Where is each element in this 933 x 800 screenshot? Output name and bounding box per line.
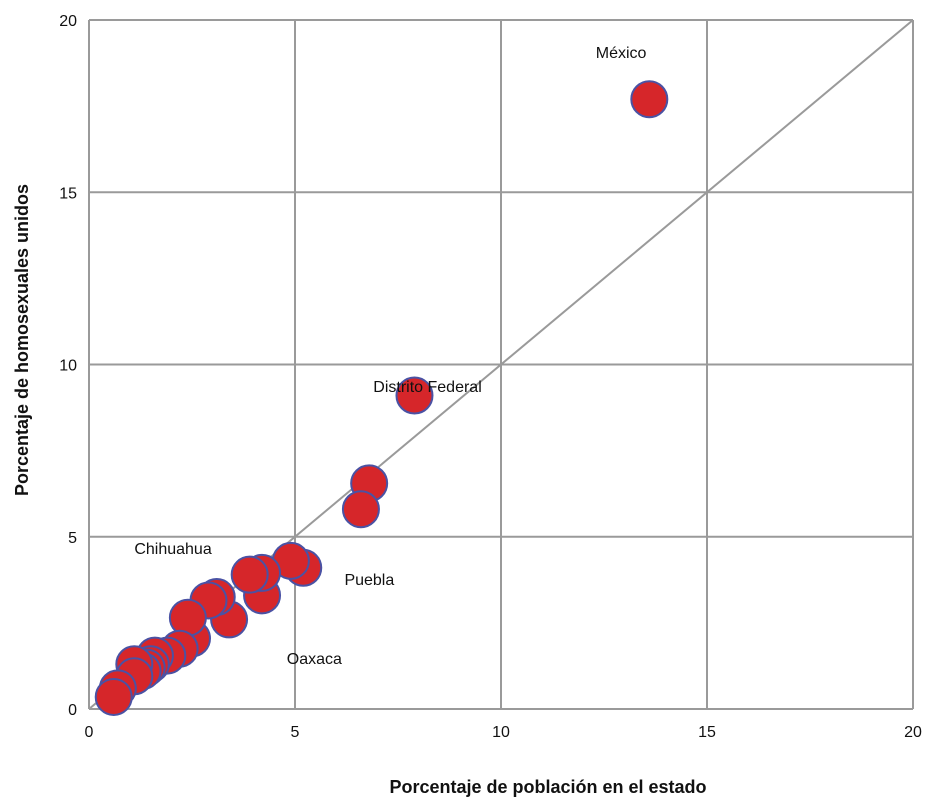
x-axis-title: Porcentaje de población en el estado bbox=[389, 777, 706, 797]
y-tick-label: 15 bbox=[59, 185, 77, 202]
x-tick-label: 15 bbox=[698, 724, 716, 741]
y-axis-title: Porcentaje de homosexuales unidos bbox=[12, 184, 32, 496]
data-point bbox=[395, 376, 434, 415]
annotation-label: Chihuahua bbox=[134, 541, 212, 558]
annotation-label: Puebla bbox=[344, 572, 394, 589]
tick-labels: 0 5 10 15 20 0 5 10 15 20 bbox=[59, 13, 922, 741]
annotation-label: México bbox=[596, 45, 647, 62]
x-tick-label: 10 bbox=[492, 724, 510, 741]
y-tick-label: 0 bbox=[68, 702, 77, 719]
x-tick-label: 20 bbox=[904, 724, 922, 741]
y-tick-label: 10 bbox=[59, 358, 77, 375]
data-point bbox=[94, 677, 133, 716]
x-tick-label: 0 bbox=[85, 724, 94, 741]
data-point bbox=[630, 80, 669, 119]
annotation-label: Distrito Federal bbox=[373, 379, 481, 396]
annotation-label: Oaxaca bbox=[287, 651, 342, 668]
y-tick-label: 20 bbox=[59, 13, 77, 30]
annotations: México Distrito Federal Chihuahua Puebla Oax… bbox=[134, 45, 646, 668]
x-tick-label: 5 bbox=[291, 724, 300, 741]
data-point bbox=[230, 555, 269, 594]
y-tick-label: 5 bbox=[68, 530, 77, 547]
grid-lines bbox=[88, 19, 914, 710]
data-points bbox=[94, 80, 669, 716]
data-point bbox=[341, 490, 380, 529]
